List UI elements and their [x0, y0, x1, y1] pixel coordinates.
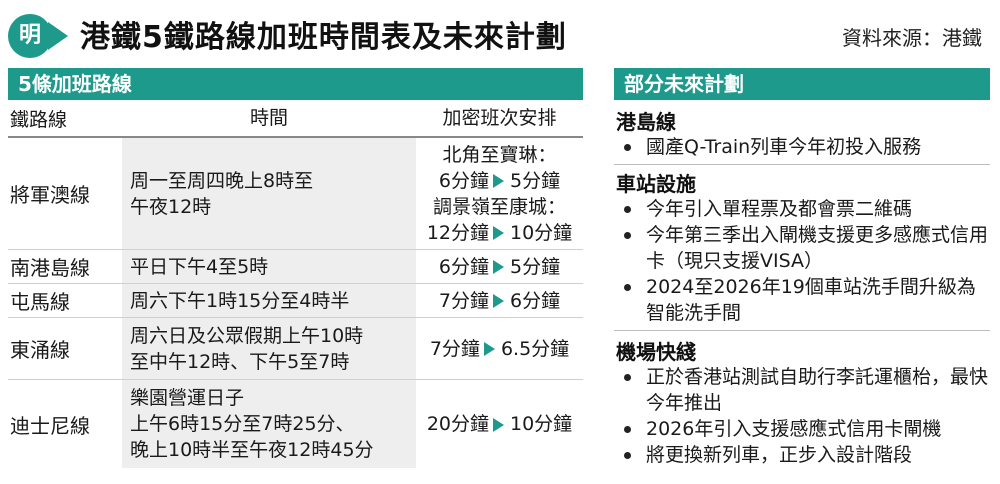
row-time-line: 午夜12時 [130, 195, 212, 218]
plan-segment-label: 北角至寶琳： [442, 143, 557, 166]
row-line-name: 迪士尼線 [10, 413, 90, 438]
logo-mark: 明 [8, 14, 52, 58]
source-note: 資料來源：港鐵 [842, 26, 982, 50]
group-heading-station-facilities: 車站設施 [616, 172, 696, 196]
column-header-line: 鐵路線 [10, 108, 68, 131]
group-heading-island-line: 港島線 [616, 110, 676, 134]
row-time: 周六下午1時15分至4時半 [122, 284, 416, 317]
logo-triangle-icon [48, 22, 68, 50]
list-item-text: 正於香港站測試自助行李託運櫃枱，最快今年推出 [646, 366, 989, 414]
list-item-text: 今年第三季出入閘機支援更多感應式信用卡（現只支援VISA） [646, 224, 989, 272]
list-item: 2024至2026年19個車站洗手間升級為智能洗手間 [620, 274, 988, 326]
row-time-line: 周一至周四晚上8時至 [130, 169, 314, 192]
row-line-name: 南港島線 [10, 256, 90, 280]
plan-to: 6.5分鐘 [500, 337, 570, 360]
plan-change: 6分鐘 5分鐘 [439, 168, 560, 194]
arrow-right-icon [493, 226, 504, 240]
plan-from: 6分鐘 [438, 169, 489, 192]
table-row: 屯馬線 周六下午1時15分至4時半 7分鐘 6分鐘 [8, 284, 583, 318]
bullet-icon [624, 374, 631, 381]
row-time: 周六日及公眾假期上午10時 至中午12時、下午5至7時 [122, 318, 416, 379]
plan-to: 5分鐘 [510, 169, 561, 192]
list-item-text: 將更換新列車，正步入設計階段 [646, 444, 913, 466]
column-header-time: 時間 [249, 107, 288, 129]
row-time-line: 周六日及公眾假期上午10時 [130, 324, 364, 347]
plan-change: 20分鐘 10分鐘 [427, 411, 572, 437]
list-item: 將更換新列車，正步入設計階段 [620, 442, 988, 468]
list-item: 2026年引入支援感應式信用卡閘機 [620, 416, 988, 442]
row-plan: 北角至寶琳： 6分鐘 5分鐘 調景嶺至康城： 12分鐘 10分鐘 [416, 138, 583, 249]
plan-from: 20分鐘 [426, 413, 489, 435]
row-time-line: 至中午12時、下午5至7時 [130, 350, 350, 373]
list-item: 正於香港站測試自助行李託運櫃枱，最快今年推出 [620, 364, 988, 416]
section-bar-routes: 5條加班路線 [8, 68, 583, 100]
plan-to: 10分鐘 [510, 413, 573, 435]
plan-from: 7分鐘 [429, 337, 480, 360]
bullet-icon [624, 232, 631, 239]
row-time: 樂園營運日子 上午6時15分至7時25分、 晚上10時半至午夜12時45分 [122, 380, 416, 468]
row-time-line: 晚上10時半至午夜12時45分 [130, 439, 374, 461]
plan-to: 6分鐘 [510, 289, 561, 312]
row-line-name: 屯馬線 [10, 290, 70, 314]
row-plan: 20分鐘 10分鐘 [416, 380, 583, 468]
arrow-right-icon [493, 174, 504, 188]
row-time-line: 上午6時15分至7時25分、 [130, 413, 355, 435]
row-time-line: 樂園營運日子 [130, 387, 245, 409]
table-row: 東涌線 周六日及公眾假期上午10時 至中午12時、下午5至7時 7分鐘 6.5分鐘 [8, 318, 583, 380]
plan-from: 7分鐘 [438, 289, 489, 312]
arrow-right-icon [493, 294, 504, 308]
column-header-plan: 加密班次安排 [442, 107, 557, 129]
logo: 明 [8, 14, 70, 58]
bullet-icon [624, 144, 631, 151]
bullet-icon [624, 452, 631, 459]
plan-to: 5分鐘 [510, 255, 561, 278]
row-plan: 7分鐘 6.5分鐘 [416, 318, 583, 379]
table-row: 南港島線 平日下午4至5時 6分鐘 5分鐘 [8, 250, 583, 284]
list-item-text: 2026年引入支援感應式信用卡閘機 [646, 418, 942, 440]
plan-change: 7分鐘 6分鐘 [439, 288, 560, 314]
arrow-right-icon [493, 260, 504, 274]
list-item: 國產Q-Train列車今年初投入服務 [620, 134, 988, 160]
plan-segment-label: 調景嶺至康城： [432, 195, 566, 218]
arrow-right-icon [493, 417, 504, 432]
row-line-name: 東涌線 [10, 338, 70, 362]
list-item-text: 2024至2026年19個車站洗手間升級為智能洗手間 [646, 276, 976, 324]
plan-to: 10分鐘 [510, 221, 573, 244]
list-item: 今年第三季出入閘機支援更多感應式信用卡（現只支援VISA） [620, 222, 988, 274]
list-item-text: 國產Q-Train列車今年初投入服務 [646, 136, 922, 158]
row-plan: 6分鐘 5分鐘 [416, 250, 583, 283]
plan-change: 7分鐘 6.5分鐘 [430, 336, 569, 362]
bullet-icon [624, 206, 631, 213]
divider [614, 164, 990, 165]
row-time: 周一至周四晚上8時至 午夜12時 [122, 138, 416, 249]
plan-from: 12分鐘 [426, 221, 489, 244]
arrow-right-icon [483, 342, 495, 356]
row-time: 平日下午4至5時 [122, 250, 416, 283]
plan-from: 6分鐘 [438, 255, 489, 278]
group-heading-airport-express: 機場快綫 [616, 340, 696, 364]
bullet-icon [624, 426, 631, 433]
plan-change: 6分鐘 5分鐘 [439, 254, 560, 280]
list-item: 今年引入單程票及都會票二維碼 [620, 196, 988, 222]
bullet-icon [624, 284, 631, 291]
row-line-name: 將軍澳線 [10, 183, 90, 207]
page-title: 港鐵5鐵路線加班時間表及未來計劃 [80, 20, 567, 55]
table-row: 迪士尼線 樂園營運日子 上午6時15分至7時25分、 晚上10時半至午夜12時4… [8, 380, 583, 468]
plan-change: 12分鐘 10分鐘 [427, 220, 572, 246]
section-bar-future-plans: 部分未來計劃 [614, 68, 990, 100]
header: 明 港鐵5鐵路線加班時間表及未來計劃 資料來源：港鐵 [0, 0, 1000, 64]
list-item-text: 今年引入單程票及都會票二維碼 [646, 198, 913, 220]
row-plan: 7分鐘 6分鐘 [416, 284, 583, 317]
table-row: 將軍澳線 周一至周四晚上8時至 午夜12時 北角至寶琳： 6分鐘 5分鐘 調景嶺至… [8, 138, 583, 250]
divider [614, 330, 990, 331]
table-header-row: 鐵路線 時間 加密班次安排 [8, 100, 583, 138]
